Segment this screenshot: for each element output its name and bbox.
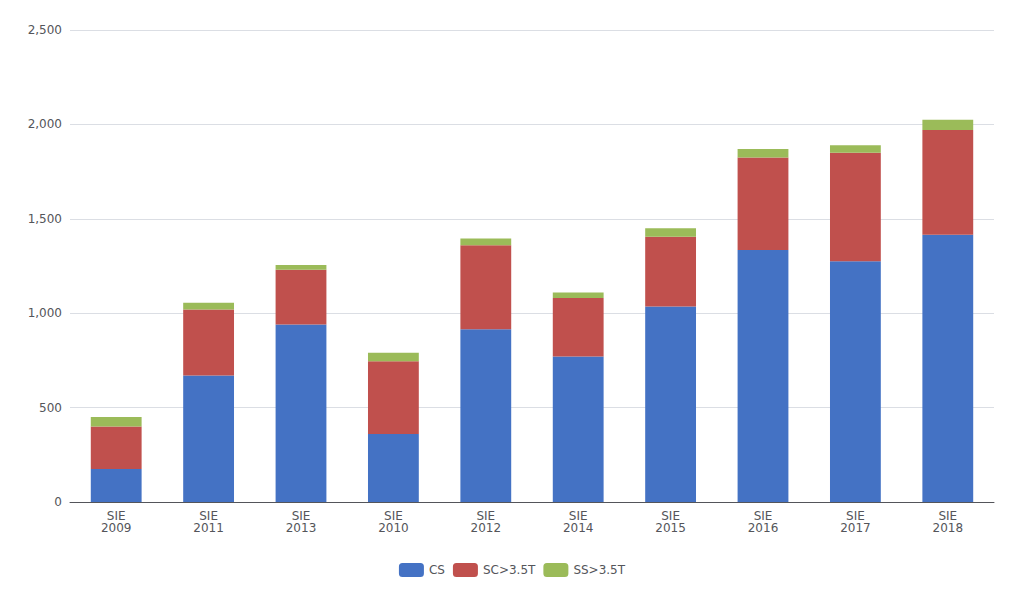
svg-text:1,500: 1,500 (28, 212, 62, 226)
svg-text:2017: 2017 (840, 521, 871, 535)
svg-text:2,500: 2,500 (28, 23, 62, 37)
svg-text:SC>3.5T: SC>3.5T (483, 563, 536, 577)
svg-text:CS: CS (429, 563, 445, 577)
svg-text:SIE: SIE (753, 509, 773, 523)
svg-text:2012: 2012 (471, 521, 502, 535)
svg-text:SIE: SIE (568, 509, 588, 523)
svg-text:SIE: SIE (199, 509, 218, 523)
svg-text:2014: 2014 (563, 521, 594, 535)
svg-text:2018: 2018 (933, 521, 964, 535)
svg-text:SIE: SIE (476, 509, 496, 523)
svg-text:SS>3.5T: SS>3.5T (573, 563, 625, 577)
svg-text:1,000: 1,000 (28, 306, 62, 320)
svg-text:2011: 2011 (193, 521, 224, 535)
svg-text:500: 500 (39, 401, 62, 415)
svg-text:2,000: 2,000 (28, 117, 62, 131)
svg-text:2010: 2010 (378, 521, 409, 535)
svg-text:SIE: SIE (938, 509, 958, 523)
svg-text:2009: 2009 (101, 521, 132, 535)
svg-text:SIE: SIE (384, 509, 403, 523)
svg-text:SIE: SIE (106, 509, 126, 523)
svg-text:SIE: SIE (661, 509, 680, 523)
svg-text:2015: 2015 (655, 521, 686, 535)
svg-text:0: 0 (54, 495, 62, 509)
svg-text:2016: 2016 (748, 521, 779, 535)
svg-text:SIE: SIE (846, 509, 865, 523)
svg-text:SIE: SIE (291, 509, 311, 523)
svg-text:2013: 2013 (286, 521, 317, 535)
